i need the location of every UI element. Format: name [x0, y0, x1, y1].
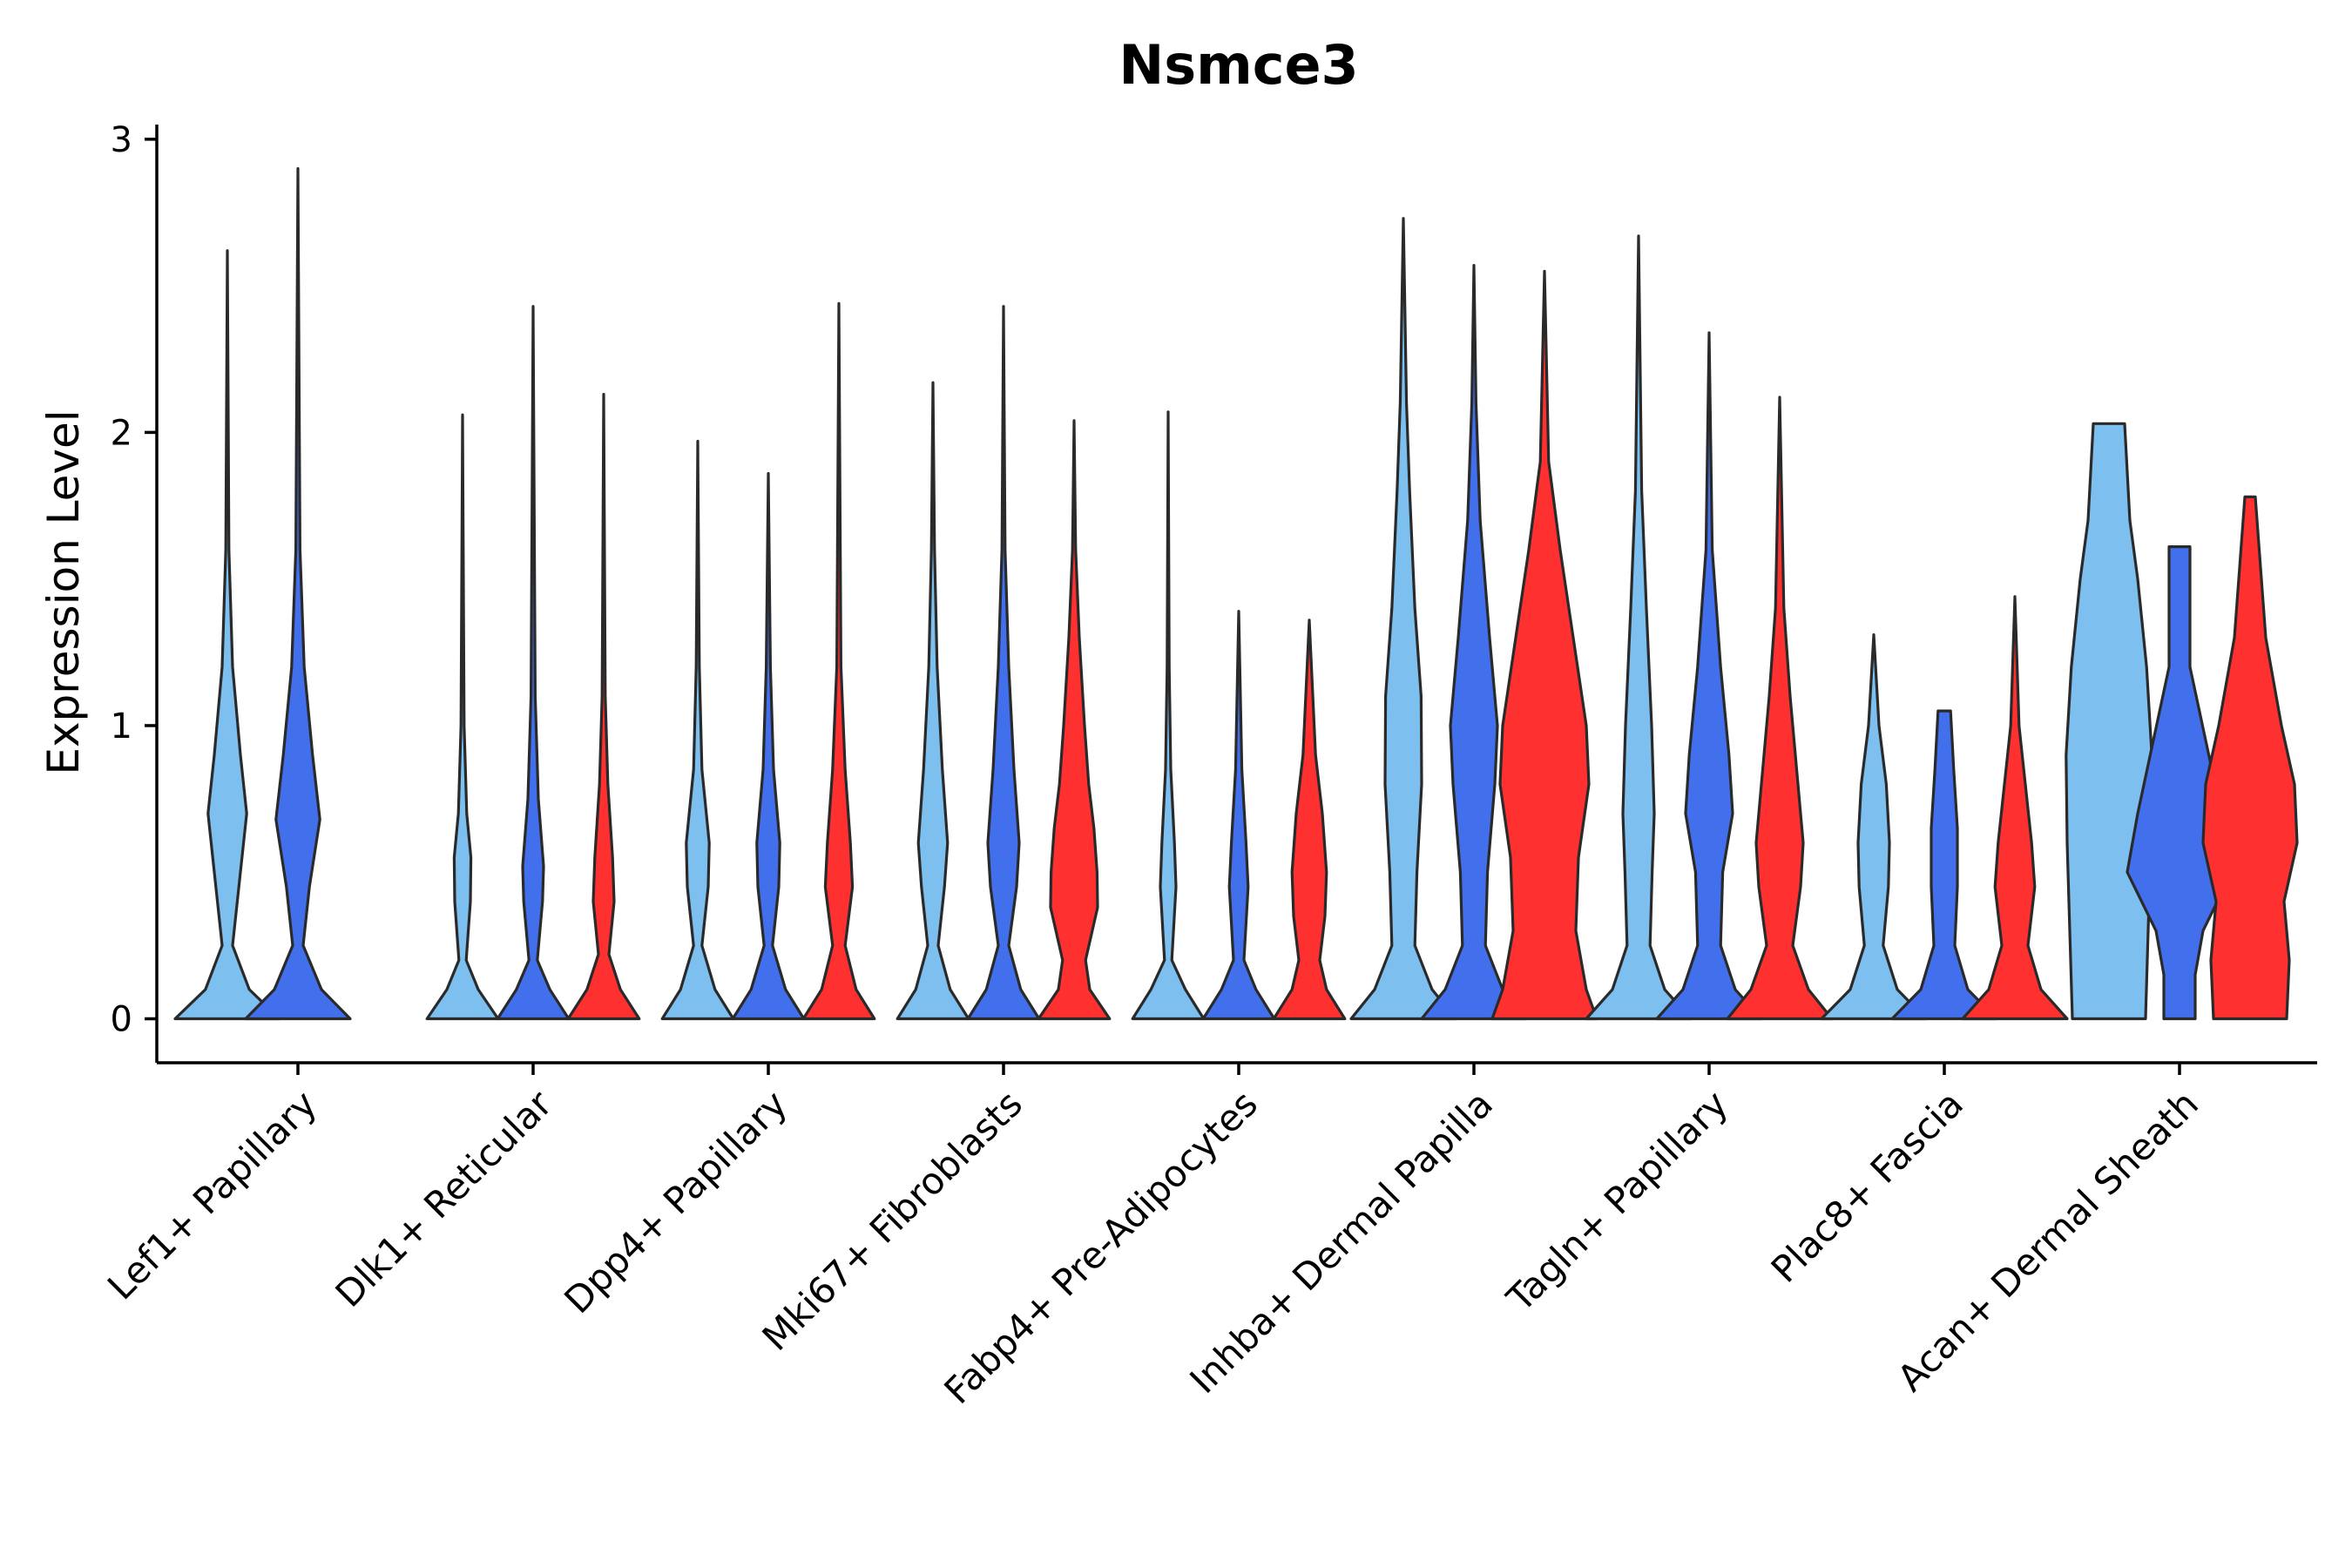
violin-group-1	[1131, 410, 1206, 1021]
violin-group-3	[1272, 618, 1347, 1021]
violin-group-1	[660, 439, 735, 1021]
violin-group-3	[1037, 419, 1112, 1021]
violin-group-2	[731, 471, 806, 1021]
x-tick-label: Lef1+ Papillary	[99, 1082, 325, 1308]
violin-group-1	[2065, 422, 2153, 1021]
axes	[155, 125, 2317, 1064]
violin-group-1	[1585, 234, 1693, 1021]
violin-plot-area	[173, 166, 2299, 1021]
violin-group-1	[1349, 217, 1457, 1021]
y-tick-label: 3	[111, 120, 132, 160]
y-tick-label: 2	[111, 413, 132, 453]
x-tick-label: Dpp4+ Papillary	[556, 1082, 795, 1321]
violin-group-3	[1726, 395, 1834, 1021]
violin-group-2	[1201, 610, 1276, 1021]
x-tick-label: Dlk1+ Reticular	[328, 1082, 561, 1315]
y-axis-title: Expression Level	[38, 409, 89, 774]
y-ticks: 0 1 2 3	[111, 120, 157, 1040]
chart-title: Nsmce3	[1119, 33, 1358, 97]
violin-group-2	[1420, 264, 1528, 1021]
violin-group-2	[244, 166, 352, 1021]
violin-group-3	[2201, 495, 2299, 1021]
violin-group-3	[566, 393, 641, 1021]
violin-group-2	[496, 305, 571, 1021]
x-tick-label: Mki67+ Fibroblasts	[754, 1082, 1031, 1358]
violin-group-2	[1890, 709, 1998, 1021]
violin-group-1	[173, 249, 281, 1021]
violin-group-1	[1820, 633, 1928, 1021]
violin-group-3	[1490, 269, 1598, 1021]
x-tick-label: Tagln+ Papillary	[1498, 1082, 1736, 1320]
violin-group-1	[425, 413, 500, 1021]
violin-group-2	[1655, 331, 1763, 1021]
violin-group-1	[896, 381, 970, 1021]
y-tick-label: 1	[111, 706, 132, 747]
violin-group-2	[966, 305, 1041, 1021]
violin-group-3	[1961, 595, 2069, 1021]
x-tick-label: Plac8+ Fascia	[1763, 1082, 1971, 1290]
violin-group-3	[801, 301, 876, 1021]
y-tick-label: 0	[111, 1000, 132, 1040]
